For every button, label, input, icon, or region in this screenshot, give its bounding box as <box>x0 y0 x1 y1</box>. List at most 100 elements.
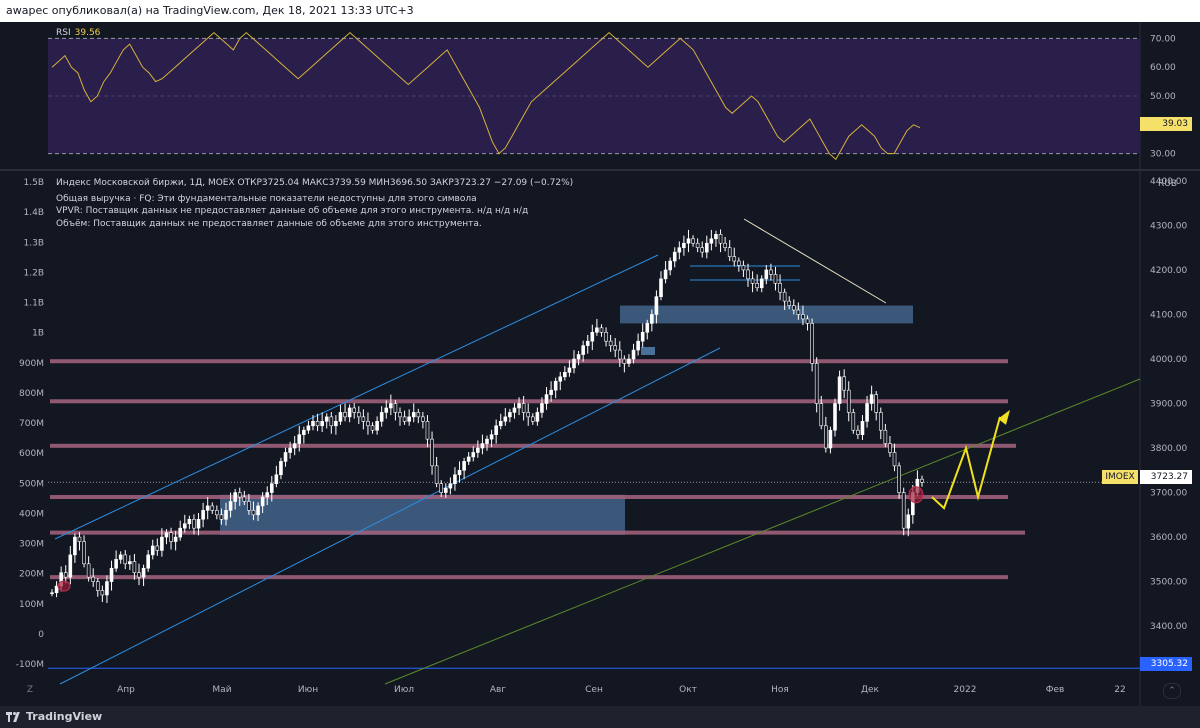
candle-body <box>526 412 531 418</box>
candle-body <box>819 403 824 427</box>
scroll-to-realtime-button[interactable]: ⌃ <box>1163 683 1181 699</box>
candle-body <box>572 358 576 369</box>
candle-body <box>709 238 714 244</box>
publish-line: awapec опубликовал(а) на TradingView.com… <box>6 4 414 17</box>
candle-body <box>682 242 686 248</box>
candle-body <box>535 412 540 422</box>
candle-body <box>888 443 892 453</box>
candle-body <box>306 425 311 431</box>
chart-canvas[interactable]: 4400.00 4300.00 4200.00 4100.00 4000.00 3900.… <box>0 22 1200 706</box>
rsi-tick-label: 30.00 <box>1150 150 1176 160</box>
candle-body <box>160 536 164 551</box>
candle-body <box>704 242 709 253</box>
volume-tick-label: 1.2B <box>24 268 45 278</box>
candle-body <box>906 514 911 529</box>
candle-body <box>182 523 187 529</box>
brand-name: TradingView <box>26 710 103 723</box>
candle-body <box>283 452 288 462</box>
price-tick-label: 4200.00 <box>1150 266 1187 276</box>
candle-body <box>324 416 329 422</box>
candle-body <box>700 247 705 253</box>
price-tick-label: 3800.00 <box>1150 444 1187 454</box>
candle-body <box>842 376 846 391</box>
candle-body <box>86 563 91 578</box>
candle-body <box>865 403 869 422</box>
candle-body <box>672 251 677 262</box>
time-tick-label: Май <box>212 685 231 695</box>
candle-body <box>892 452 897 467</box>
candle-body <box>778 283 782 293</box>
candle-body <box>233 492 237 502</box>
ticker-tag: IMOEX <box>1102 470 1138 484</box>
candle-body <box>421 416 425 422</box>
candle-body <box>228 501 233 511</box>
candle-body <box>448 483 453 489</box>
candle-body <box>837 376 842 404</box>
candle-body <box>128 561 132 565</box>
candle-body <box>411 412 416 418</box>
horizontal-levels <box>48 359 1140 669</box>
candle-body <box>489 434 494 440</box>
candle-body <box>457 469 462 476</box>
volume-tick-label: 300M <box>19 540 44 550</box>
candle-body <box>439 483 444 493</box>
candle-body <box>347 407 352 418</box>
candle-body <box>874 394 879 413</box>
tradingview-logo[interactable]: TradingView <box>6 706 102 728</box>
candle-body <box>718 234 723 244</box>
revenue-legend-text: Общая выручка · FQ: Эти фундаментальные … <box>56 194 477 204</box>
candle-body <box>654 296 659 315</box>
candle-body <box>604 331 608 342</box>
time-tick-label: Дек <box>861 685 880 695</box>
candle-body <box>883 429 888 444</box>
candle-body <box>370 425 375 431</box>
candle-body <box>68 554 73 578</box>
candle-body <box>544 394 549 404</box>
candle-body <box>407 416 411 422</box>
candle-body <box>219 514 224 520</box>
candle-body <box>750 278 755 284</box>
candle-body <box>563 372 567 378</box>
candle-body <box>595 327 599 333</box>
candle-body <box>897 465 901 493</box>
candle-body <box>686 238 691 244</box>
candle-body <box>334 421 338 427</box>
candle-body <box>860 421 865 435</box>
candle-body <box>814 363 819 404</box>
zoom-reset-button[interactable]: Z <box>26 685 34 695</box>
candle-body <box>462 461 466 471</box>
time-tick-label: Авг <box>490 685 506 695</box>
candle-body <box>73 536 77 556</box>
candle-body <box>833 403 837 431</box>
candle-body <box>508 412 512 418</box>
support-zone <box>620 305 913 324</box>
candle-body <box>356 412 361 418</box>
horizontal-level <box>50 575 1008 580</box>
volume-tick-label: -100M <box>16 660 44 670</box>
volume-legend: Объём: Поставщик данных не предоставляет… <box>56 219 482 229</box>
candle-body <box>247 501 251 511</box>
candle-body <box>63 572 68 578</box>
candle-body <box>95 581 100 591</box>
candle-body <box>567 367 572 373</box>
price-tick-label: 3500.00 <box>1150 578 1187 588</box>
candle-body <box>402 416 407 422</box>
candle-body <box>114 559 118 569</box>
candle-body <box>617 349 622 360</box>
candle-body <box>91 576 96 582</box>
price-tick-label: 3400.00 <box>1150 622 1187 632</box>
main-legend-text: Индекс Московской биржи, 1Д, MOEX ОТКР37… <box>56 178 574 188</box>
candle-body <box>851 412 856 431</box>
candle-body <box>540 403 544 413</box>
candle-body <box>759 278 764 289</box>
candle-body <box>100 590 105 596</box>
candle-body <box>824 425 828 449</box>
rsi-tick-label: 70.00 <box>1150 34 1176 44</box>
candle-body <box>659 278 663 297</box>
forecast-path <box>931 409 1010 510</box>
candle-body <box>590 331 595 342</box>
horizontal-level <box>50 495 1008 500</box>
candle-body <box>796 309 801 315</box>
candle-body <box>695 242 700 248</box>
candle-body <box>77 536 82 542</box>
